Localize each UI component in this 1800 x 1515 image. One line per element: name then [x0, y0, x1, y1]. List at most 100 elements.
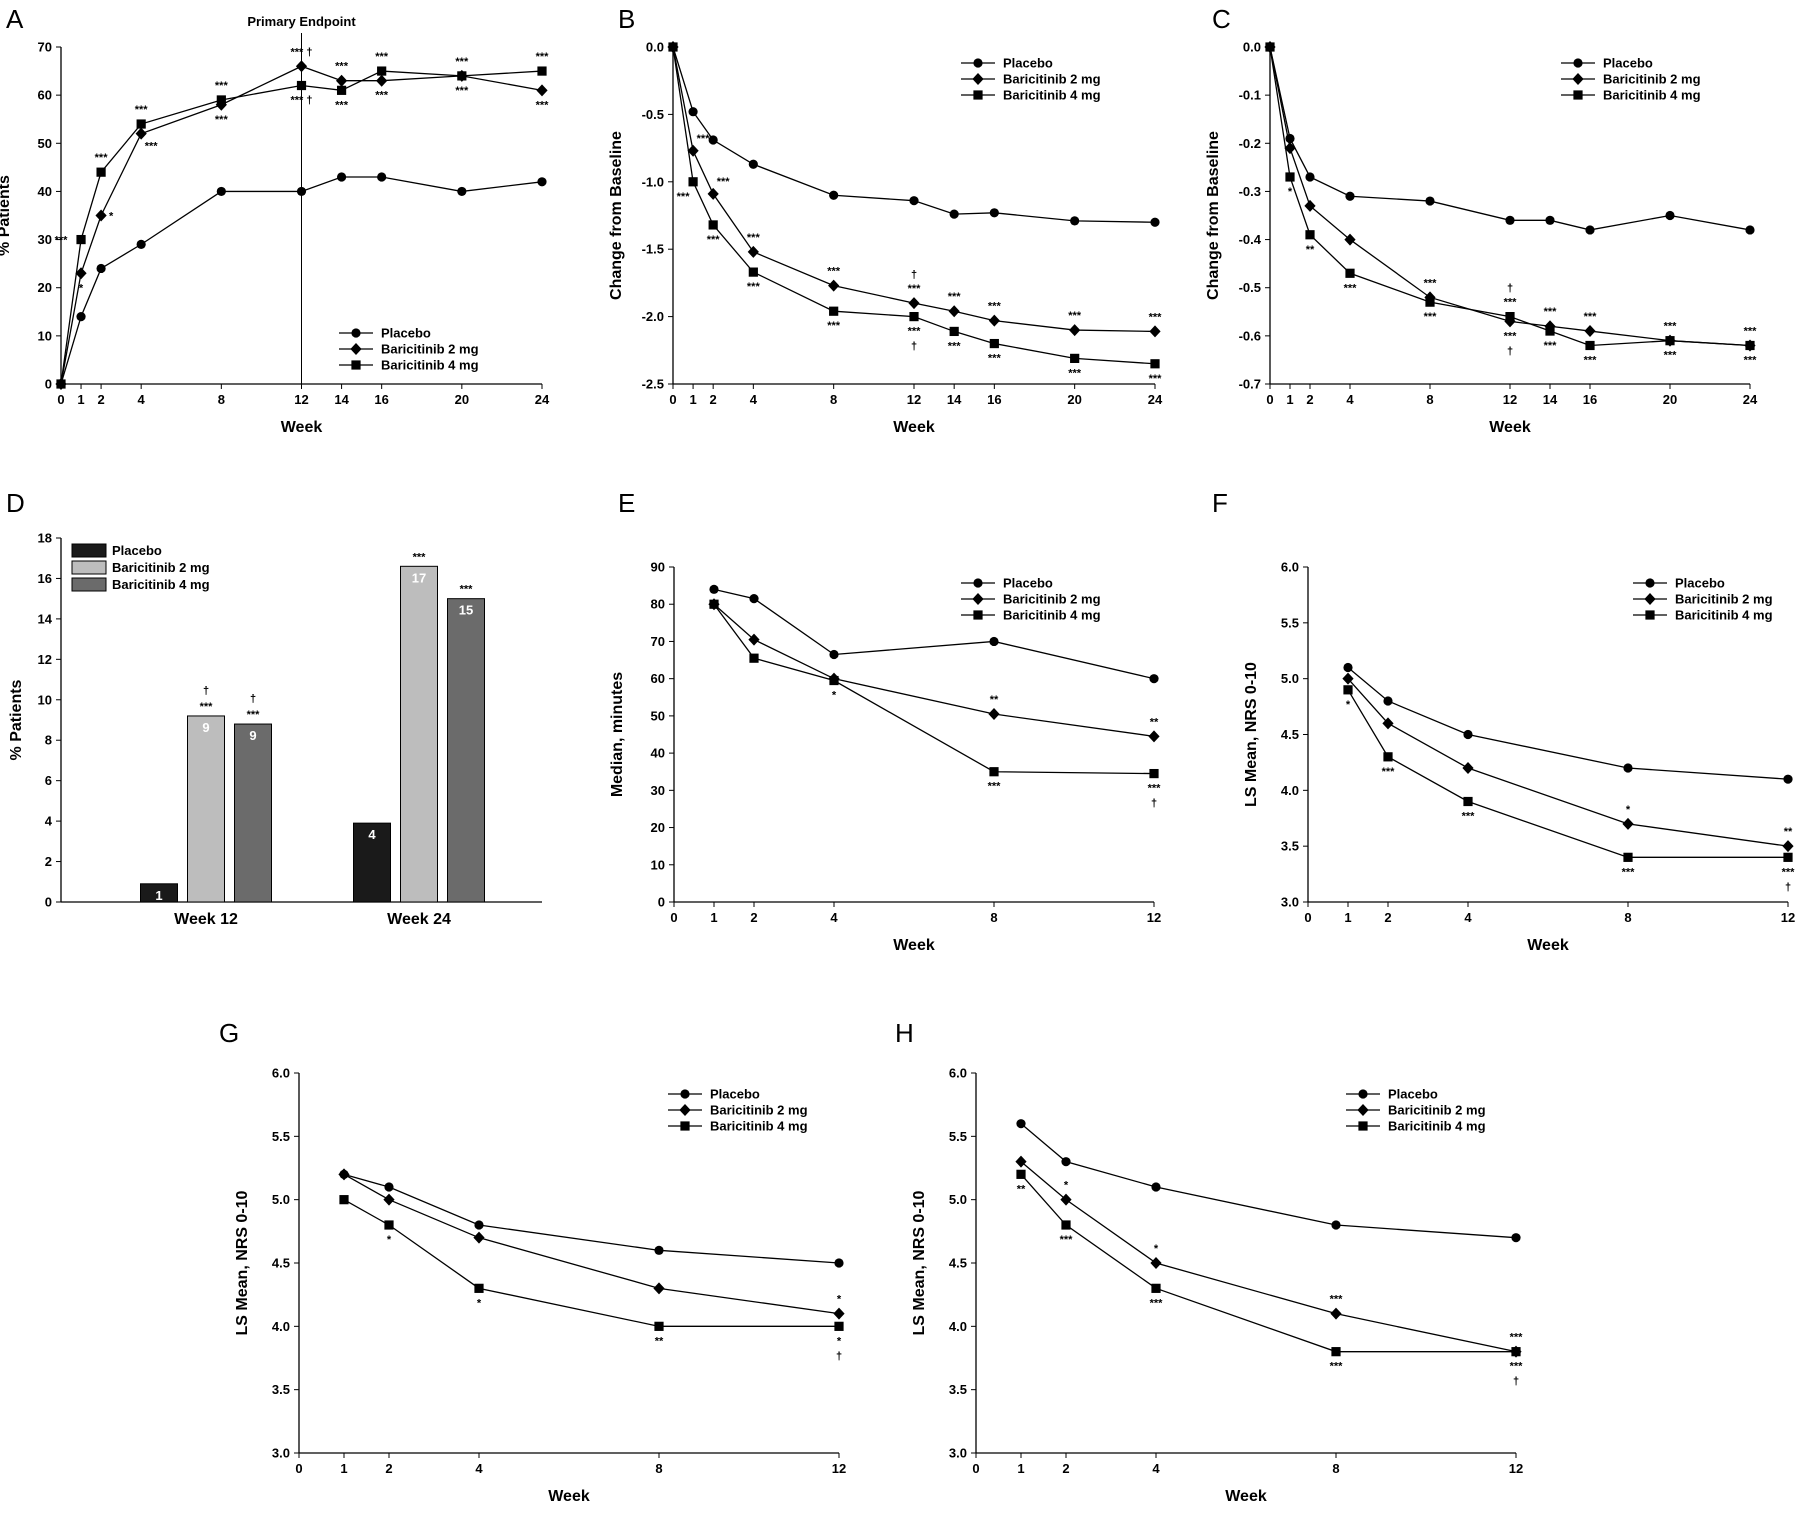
x-axis-label: Week	[548, 1488, 590, 1505]
data-point	[1305, 230, 1315, 240]
legend-swatch	[71, 560, 107, 575]
panel-label: C	[1212, 4, 1231, 34]
data-point	[1345, 268, 1355, 278]
legend-swatch	[71, 577, 107, 592]
data-point	[1783, 774, 1793, 784]
y-tick-label: 14	[38, 611, 53, 626]
bar	[234, 723, 272, 903]
primary-endpoint-label: Primary Endpoint	[247, 14, 356, 29]
y-tick-label: 3.0	[1281, 895, 1299, 910]
y-tick-label: 5.0	[949, 1192, 967, 1207]
significance-label: ***	[1424, 277, 1438, 289]
data-point	[909, 312, 919, 322]
data-point	[989, 208, 999, 218]
data-point	[748, 267, 758, 277]
data-point	[1585, 340, 1595, 351]
data-point	[834, 1258, 844, 1268]
data-point	[1265, 42, 1275, 52]
legend-marker	[1358, 1089, 1368, 1099]
y-tick-label: 5.0	[1281, 671, 1299, 686]
data-point	[668, 42, 678, 52]
data-point	[1151, 1283, 1161, 1293]
y-axis-label: LS Mean, NRS 0-10	[234, 1190, 251, 1335]
y-tick-label: -2.0	[642, 309, 664, 324]
significance-label: ***	[1068, 367, 1082, 379]
series-baricitinib-4-mg	[709, 599, 1159, 779]
data-point	[377, 66, 387, 76]
data-point	[948, 305, 960, 318]
y-tick-label: -0.3	[1239, 184, 1261, 199]
data-point	[909, 196, 919, 206]
y-tick-label: 3.0	[949, 1446, 967, 1461]
legend-marker	[350, 343, 362, 355]
series-placebo	[709, 584, 1159, 684]
y-tick-label: 10	[38, 328, 52, 343]
significance-label: ***	[717, 176, 731, 188]
data-point	[1545, 326, 1555, 336]
y-tick-label: 4.5	[949, 1256, 967, 1271]
data-point	[1383, 696, 1393, 706]
significance-label: ***	[455, 85, 469, 97]
legend-label: Baricitinib 2 mg	[1388, 1103, 1486, 1118]
significance-label: ***	[1504, 330, 1518, 342]
significance-label: **	[1017, 1183, 1026, 1195]
y-tick-label: 40	[38, 184, 52, 199]
data-point	[688, 177, 698, 187]
significance-label: ***	[988, 353, 1002, 365]
x-tick-label: 4	[1464, 910, 1472, 925]
x-tick-label: 2	[1384, 910, 1391, 925]
x-tick-label: 1	[689, 392, 696, 407]
data-point	[748, 159, 758, 169]
series-baricitinib-4-mg	[668, 42, 1160, 369]
y-tick-label: 60	[651, 671, 665, 686]
data-point	[1070, 216, 1080, 226]
data-point	[1504, 315, 1516, 328]
significance-label: ***	[1510, 1361, 1524, 1373]
data-point	[384, 1182, 394, 1192]
x-tick-label: 1	[340, 1461, 347, 1476]
data-point	[1070, 353, 1080, 363]
y-tick-label: 40	[651, 746, 665, 761]
significance-label: ***	[908, 283, 922, 295]
y-tick-label: 2	[45, 854, 52, 869]
y-axis-label: LS Mean, NRS 0-10	[911, 1190, 928, 1335]
y-tick-label: 4.0	[949, 1319, 967, 1334]
significance-label: †	[911, 341, 917, 353]
data-point	[135, 127, 147, 140]
panel-label: B	[618, 4, 635, 34]
series-line	[713, 603, 1155, 775]
data-point	[384, 1220, 394, 1230]
data-point	[1424, 291, 1436, 304]
y-tick-label: -1.0	[642, 174, 664, 189]
data-point	[1344, 233, 1356, 246]
data-point	[1505, 215, 1515, 225]
significance-label: *	[79, 282, 84, 294]
significance-label: ***	[1382, 766, 1396, 778]
legend-marker	[972, 73, 984, 85]
significance-label: ***	[145, 141, 159, 153]
significance-label: ***	[948, 340, 962, 352]
significance-label: †	[1507, 345, 1513, 357]
data-point	[1623, 852, 1633, 862]
significance-label: *	[109, 211, 114, 223]
x-tick-label: 0	[972, 1461, 979, 1476]
significance-label: ***	[135, 104, 149, 116]
data-point	[96, 167, 106, 177]
x-tick-label: 12	[907, 392, 921, 407]
legend-marker	[973, 578, 983, 588]
series-placebo	[668, 42, 1160, 227]
y-axis-label: Change from Baseline	[608, 131, 625, 300]
data-point	[749, 653, 759, 663]
x-tick-label: 4	[830, 910, 838, 925]
legend-label: Baricitinib 4 mg	[381, 358, 479, 373]
significance-label: ***	[1330, 1294, 1344, 1306]
x-tick-label: 8	[218, 392, 225, 407]
legend-marker	[1645, 578, 1655, 588]
y-axis-label: % Patients	[0, 175, 13, 256]
data-point	[1149, 325, 1161, 338]
x-tick-label: 24	[1148, 392, 1163, 407]
data-point	[1463, 729, 1473, 740]
data-point	[216, 95, 226, 105]
